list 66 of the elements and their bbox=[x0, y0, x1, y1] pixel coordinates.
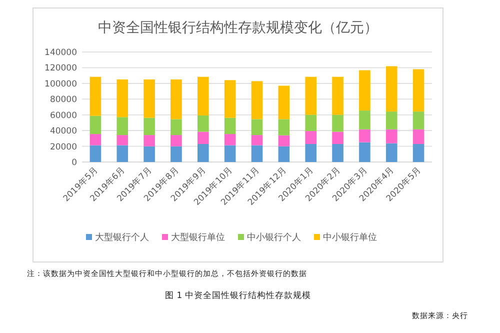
chart-title: 中资全国性银行结构性存款规模变化（亿元） bbox=[98, 20, 378, 36]
y-tick-label: 40000 bbox=[50, 126, 77, 137]
bar bbox=[359, 70, 370, 111]
bar bbox=[251, 81, 263, 120]
bar bbox=[278, 135, 290, 146]
bar bbox=[359, 129, 370, 142]
bar bbox=[386, 112, 398, 130]
bar bbox=[412, 144, 424, 162]
bar bbox=[278, 86, 290, 120]
bar bbox=[305, 144, 316, 162]
bar bbox=[359, 110, 370, 130]
y-tick-label: 140000 bbox=[44, 48, 77, 58]
bar bbox=[251, 145, 263, 162]
bar bbox=[278, 146, 290, 162]
bar bbox=[332, 132, 344, 144]
legend-label: 中小银行个人 bbox=[247, 232, 301, 243]
bar bbox=[332, 76, 344, 115]
bar bbox=[278, 119, 290, 136]
bar bbox=[198, 144, 209, 162]
bar bbox=[224, 134, 236, 146]
bar bbox=[359, 142, 370, 162]
bar bbox=[305, 76, 316, 115]
bar bbox=[116, 117, 128, 136]
bar bbox=[170, 146, 182, 162]
bar bbox=[251, 119, 263, 136]
bar bbox=[386, 143, 398, 162]
bar bbox=[116, 79, 128, 118]
bar bbox=[198, 115, 209, 132]
bar bbox=[332, 144, 344, 162]
bar bbox=[412, 69, 424, 112]
bar bbox=[170, 79, 182, 120]
bar bbox=[198, 132, 209, 144]
bar bbox=[144, 146, 155, 162]
bar bbox=[116, 145, 128, 162]
y-tick-label: 120000 bbox=[44, 64, 77, 74]
y-tick-label: 60000 bbox=[50, 110, 77, 121]
caption: 图 1 中资全国性银行结构性存款规模 bbox=[165, 290, 311, 301]
bar bbox=[170, 119, 182, 136]
bar bbox=[90, 116, 102, 134]
bar bbox=[90, 134, 102, 146]
bar bbox=[305, 114, 316, 132]
bar bbox=[305, 131, 316, 144]
bar bbox=[144, 118, 155, 136]
bar bbox=[224, 80, 236, 118]
bar bbox=[116, 135, 128, 146]
bar bbox=[144, 135, 155, 146]
bar bbox=[198, 76, 209, 116]
bar bbox=[90, 145, 102, 162]
bar bbox=[412, 129, 424, 144]
bar bbox=[224, 118, 236, 134]
legend-label: 大型银行单位 bbox=[171, 232, 225, 243]
bar bbox=[170, 135, 182, 146]
y-tick-label: 100000 bbox=[44, 79, 77, 90]
bar bbox=[386, 66, 398, 112]
bar bbox=[90, 76, 102, 116]
y-tick-label: 80000 bbox=[50, 95, 77, 106]
y-tick-label: 20000 bbox=[50, 142, 77, 152]
bar bbox=[386, 129, 398, 144]
legend-label: 大型银行个人 bbox=[95, 232, 149, 243]
legend-label: 中小银行单位 bbox=[323, 232, 377, 243]
bar bbox=[251, 135, 263, 146]
y-tick-label: 0 bbox=[72, 158, 77, 168]
bar bbox=[412, 112, 424, 130]
bar bbox=[332, 114, 344, 132]
bar bbox=[224, 145, 236, 162]
bar bbox=[144, 79, 155, 118]
